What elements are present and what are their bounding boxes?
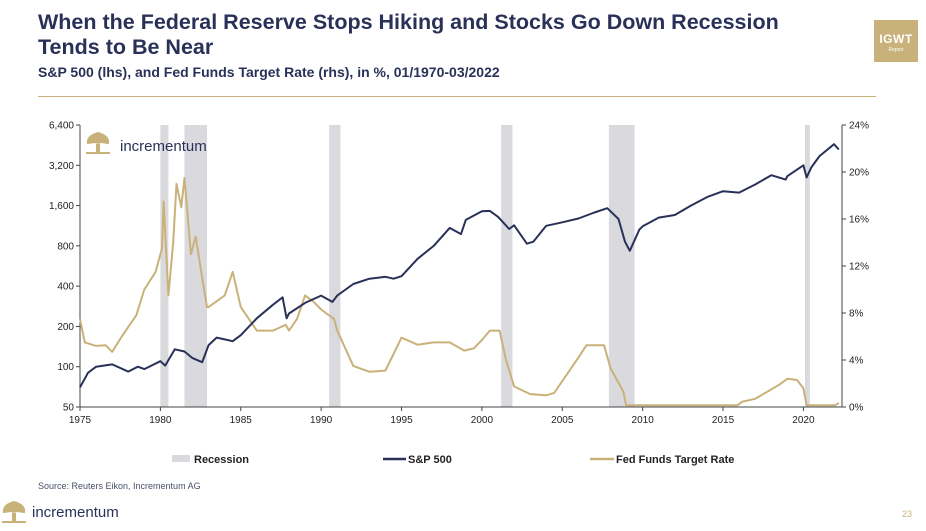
badge-title: IGWT <box>879 32 913 46</box>
chart-area: 1975 1980 1985 1990 1995 2000 2005 2010 2015 2020… <box>49 121 869 467</box>
x-tick-label-2000: 2000 <box>471 415 494 426</box>
recession-band-0 <box>160 125 169 407</box>
legend-recession-swatch <box>172 455 190 462</box>
right-tick-label-0: 0% <box>849 403 864 414</box>
recession-bands <box>160 125 810 407</box>
left-tick-label-5: 1,600 <box>49 201 74 212</box>
page-title: When the Federal Reserve Stops Hiking an… <box>38 10 779 59</box>
right-tick-label-5: 20% <box>849 168 869 179</box>
left-tick-label-3: 400 <box>57 282 74 293</box>
right-tick-label-4: 16% <box>849 215 869 226</box>
right-tick-label-3: 12% <box>849 262 869 273</box>
footer-brand-text: incrementum <box>32 503 119 521</box>
recession-band-5 <box>805 125 810 407</box>
left-tick-label-4: 800 <box>57 241 74 252</box>
chart-logo-text: incrementum <box>120 138 207 155</box>
x-tick-label-1990: 1990 <box>310 415 333 426</box>
x-tick-label-1975: 1975 <box>69 415 92 426</box>
x-tick-label-1980: 1980 <box>149 415 172 426</box>
left-tick-label-1: 100 <box>57 362 74 373</box>
footer-tree-icon <box>2 501 26 523</box>
right-tick-label-1: 4% <box>849 356 864 367</box>
x-tick-label-2015: 2015 <box>712 415 735 426</box>
legend-fedfunds-label: Fed Funds Target Rate <box>616 454 734 466</box>
legend-recession-label: Recession <box>194 454 249 466</box>
right-tick-label-2: 8% <box>849 309 864 320</box>
fed-funds-line <box>79 176 840 407</box>
x-tick-label-2010: 2010 <box>632 415 655 426</box>
sp500-line <box>79 143 840 388</box>
x-tick-label-1995: 1995 <box>390 415 413 426</box>
footer-logo: incrementum <box>0 500 119 524</box>
chart-axes: 1975 1980 1985 1990 1995 2000 2005 2010 2015 2020… <box>49 121 869 427</box>
left-tick-label-2: 200 <box>57 322 74 333</box>
recession-band-4 <box>608 125 635 407</box>
chart-legend: Recession S&P 500 Fed Funds Target Rate <box>172 454 734 466</box>
left-tick-label-0: 50 <box>63 403 75 414</box>
page-number: 23 <box>902 509 913 519</box>
right-tick-label-6: 24% <box>849 121 869 132</box>
incrementum-chart-logo: incrementum <box>86 132 207 155</box>
source-note: Source: Reuters Eikon, Incrementum AG <box>38 481 201 491</box>
igwt-badge: IGWT Report <box>874 20 918 62</box>
tree-icon <box>86 132 110 154</box>
legend-sp500-label: S&P 500 <box>408 454 452 466</box>
chart-subtitle: S&P 500 (lhs), and Fed Funds Target Rate… <box>38 64 500 80</box>
recession-band-3 <box>501 125 513 407</box>
title-divider <box>38 96 876 97</box>
x-tick-label-1985: 1985 <box>230 415 253 426</box>
badge-subtitle: Report <box>888 47 904 53</box>
recession-band-1 <box>184 125 207 407</box>
x-tick-label-2020: 2020 <box>792 415 815 426</box>
recession-band-2 <box>329 125 341 407</box>
left-tick-label-7: 6,400 <box>49 121 74 132</box>
x-tick-label-2005: 2005 <box>551 415 574 426</box>
left-tick-label-6: 3,200 <box>49 161 74 172</box>
